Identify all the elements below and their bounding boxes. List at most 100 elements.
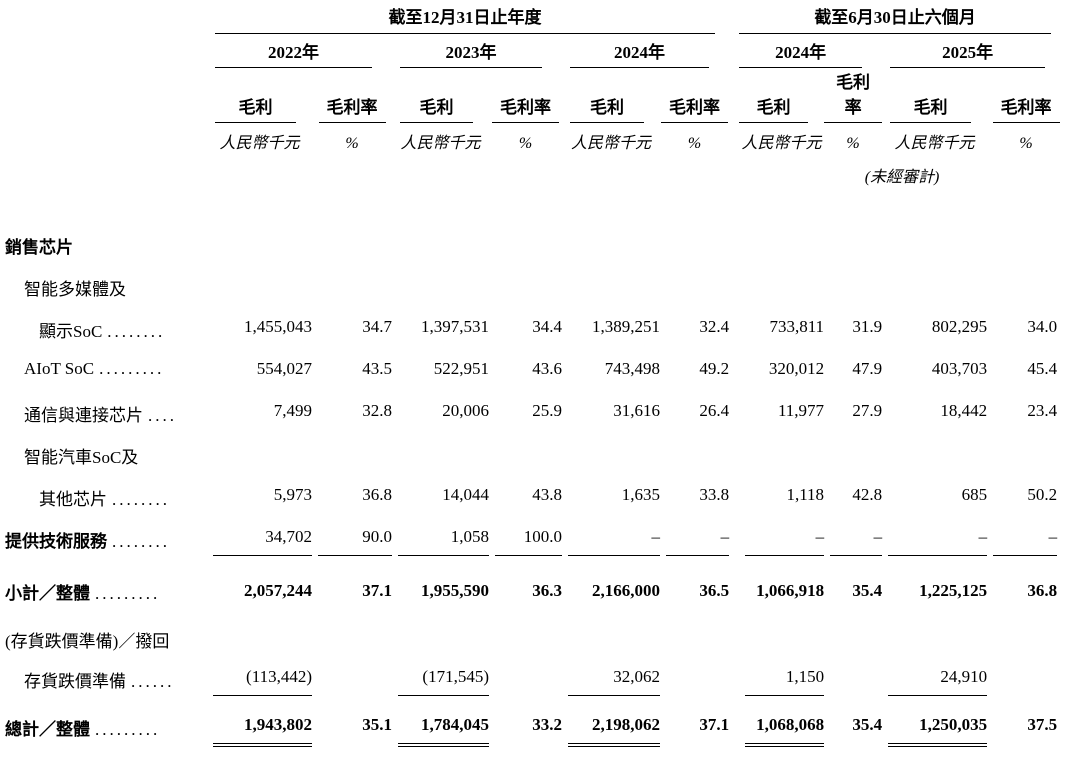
cell-value: 24,910: [882, 665, 988, 713]
unit-label: %: [1019, 135, 1033, 152]
row-label: (存貨跌價準備)／撥回: [5, 632, 170, 651]
row-label: 小計／整體.........: [5, 584, 161, 603]
cell-value: 26.4: [699, 401, 730, 420]
cell-value: 802,295: [931, 317, 988, 336]
cell-value: 36.8: [1027, 581, 1058, 600]
cell-value: 37.5: [1027, 715, 1058, 734]
year-header-2025-interim: 2025年: [882, 34, 1065, 68]
cell-value: 37.1: [362, 581, 392, 600]
cell-value: 733,811: [769, 317, 825, 336]
cell-value: 23.4: [1027, 401, 1058, 420]
unit-label: 人民幣千元: [741, 135, 822, 152]
cell-value: 1,784,045: [392, 713, 489, 762]
cell-value: 33.2: [532, 715, 562, 734]
gross-margin-header: 毛利率: [824, 68, 883, 123]
cell-value: 1,250,035: [882, 713, 988, 762]
table-row: 顯示SoC........ 1,455,043 34.7 1,397,531 3…: [2, 315, 1065, 357]
row-label: 總計／整體.........: [5, 720, 161, 739]
row-label: 其他芯片........: [39, 490, 170, 509]
dot-leader: ........: [107, 322, 166, 341]
cell-value: [824, 665, 882, 713]
row-label: 銷售芯片: [5, 238, 73, 257]
cell-value: (113,442): [207, 665, 312, 713]
cell-value: 34.4: [532, 317, 562, 336]
cell-value: 7,499: [273, 401, 312, 420]
unit-label: %: [846, 135, 860, 152]
unit-label: 人民幣千元: [894, 135, 975, 152]
unit-label: %: [345, 135, 359, 152]
row-label: 智能汽車SoC及: [24, 448, 139, 467]
cell-value: 32.4: [699, 317, 730, 336]
cell-value: 49.2: [699, 359, 730, 378]
gross-margin-header: 毛利率: [987, 68, 1065, 123]
table-row: 總計／整體......... 1,943,802 35.1 1,784,045 …: [2, 713, 1065, 762]
unit-label: %: [518, 135, 533, 152]
cell-value: 1,635: [621, 485, 660, 504]
unit-label: 人民幣千元: [570, 135, 651, 152]
cell-value: 50.2: [1027, 485, 1058, 504]
gross-profit-header: 毛利: [207, 68, 312, 123]
table-row: 智能汽車SoC及: [2, 441, 1065, 483]
year-header-2024-interim: 2024年: [739, 34, 882, 68]
period-header-interim-label: 截至6月30日止六個月: [739, 3, 1052, 34]
dot-leader: ....: [148, 406, 177, 425]
cell-value: 1,068,068: [739, 713, 825, 762]
gross-profit-header: 毛利: [882, 68, 987, 123]
cell-value: 2,057,244: [244, 581, 312, 600]
cell-value: 743,498: [604, 359, 660, 378]
units-row: 人民幣千元 % 人民幣千元 % 人民幣千元 % 人民幣千元 % 人民幣千元 %: [2, 123, 1065, 157]
table-row: AIoT SoC......... 554,027 43.5 522,951 4…: [2, 357, 1065, 399]
cell-value: 320,012: [768, 359, 825, 378]
cell-value: [312, 665, 392, 713]
cell-value: 35.4: [852, 581, 883, 600]
unit-label: 人民幣千元: [400, 135, 481, 152]
cell-value: 2,198,062: [562, 713, 660, 762]
cell-value: 522,951: [433, 359, 489, 378]
row-label: 通信與連接芯片....: [24, 406, 177, 425]
cell-value: [660, 665, 729, 713]
gross-margin-header: 毛利率: [489, 68, 562, 123]
cell-value: 32.8: [362, 401, 392, 420]
unaudited-note: (未經審計): [864, 169, 940, 186]
row-label: 顯示SoC........: [39, 322, 166, 341]
cell-value: 20,006: [442, 401, 489, 420]
cell-value: 14,044: [442, 485, 489, 504]
gross-margin-header: 毛利率: [312, 68, 392, 123]
cell-value: 100.0: [489, 525, 562, 573]
column-header-row: 毛利 毛利率 毛利 毛利率 毛利 毛利率 毛利 毛利率 毛利 毛利率: [2, 68, 1065, 123]
cell-value: 18,442: [940, 401, 988, 420]
cell-value: 35.1: [362, 715, 392, 734]
row-label: AIoT SoC.........: [24, 359, 165, 378]
gross-profit-header: 毛利: [739, 68, 824, 123]
dot-leader: .........: [99, 359, 165, 378]
cell-value: 1,955,590: [421, 581, 489, 600]
cell-value: 43.5: [362, 359, 392, 378]
cell-value: 34.7: [362, 317, 392, 336]
cell-value: (171,545): [392, 665, 489, 713]
dot-leader: ........: [112, 490, 170, 509]
cell-value: 37.1: [699, 715, 730, 734]
cell-value: 25.9: [532, 401, 562, 420]
cell-value: 31.9: [852, 317, 883, 336]
period-header-annual-label: 截至12月31日止年度: [215, 3, 716, 34]
cell-value: 36.8: [362, 485, 392, 504]
cell-value: 47.9: [852, 359, 883, 378]
cell-value: 11,977: [777, 401, 825, 420]
table-row: 小計／整體......... 2,057,244 37.1 1,955,590 …: [2, 573, 1065, 625]
cell-value: 554,027: [256, 359, 312, 378]
cell-value: 403,703: [931, 359, 988, 378]
cell-value: 34.0: [1027, 317, 1058, 336]
cell-value: 43.8: [532, 485, 562, 504]
cell-value: 1,150: [739, 665, 825, 713]
table-row: 銷售芯片: [2, 231, 1065, 273]
cell-value: [489, 665, 562, 713]
cell-value: 90.0: [312, 525, 392, 573]
cell-value: 34,702: [207, 525, 312, 573]
period-header-row: 截至12月31日止年度 截至6月30日止六個月: [2, 0, 1065, 34]
cell-value: 35.4: [852, 715, 883, 734]
cell-value: 43.6: [532, 359, 562, 378]
cell-value: 32,062: [562, 665, 660, 713]
cell-value: –: [882, 525, 988, 573]
dot-leader: ......: [131, 672, 175, 691]
